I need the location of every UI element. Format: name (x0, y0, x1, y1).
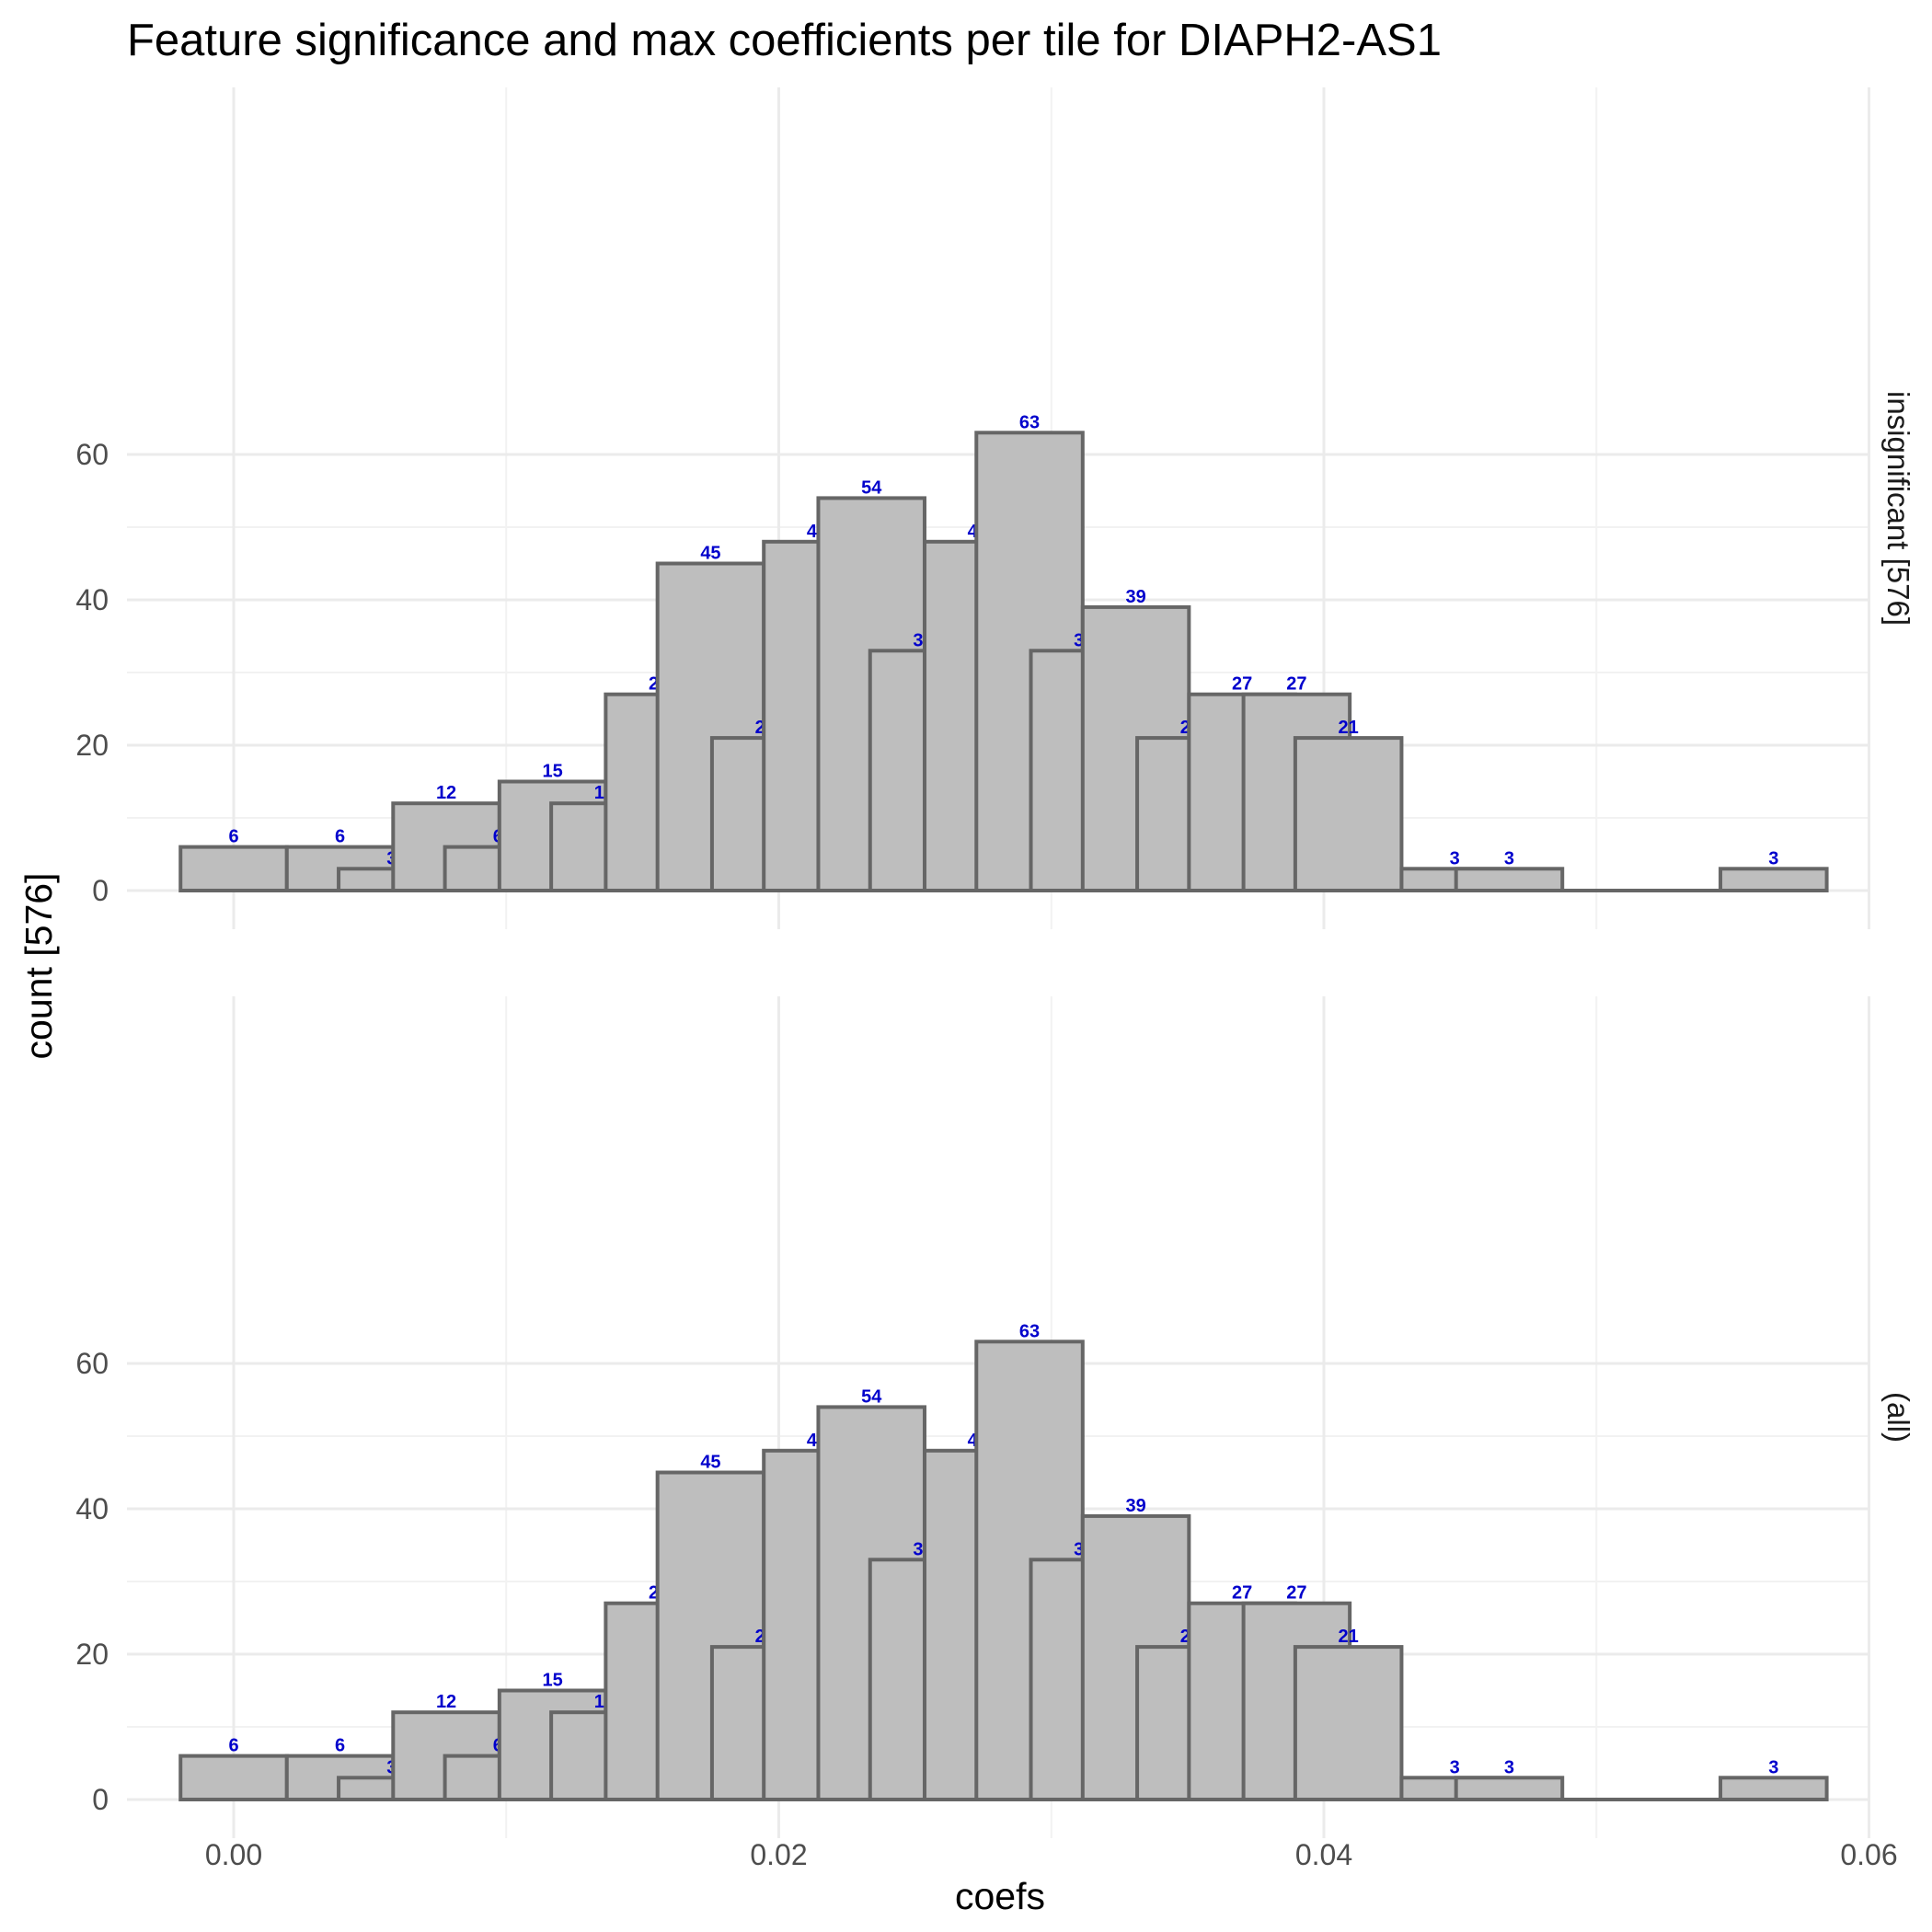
facet-strip-label: insignificant [576] (1881, 391, 1915, 626)
histogram-bar (178, 845, 289, 892)
bar-value-label: 21 (1339, 718, 1359, 738)
bar-value-label: 12 (436, 783, 456, 803)
bar-value-label: 15 (542, 762, 562, 782)
histogram-bar (1293, 736, 1404, 892)
bar-value-label: 45 (700, 544, 720, 564)
y-tick-label: 40 (75, 1492, 109, 1525)
x-axis: 0.00 0.02 0.04 0.06 (205, 1838, 1898, 1871)
bar-value-label: 39 (1125, 1496, 1145, 1516)
y-tick-label: 60 (75, 438, 109, 471)
bar-value-label: 27 (1286, 674, 1306, 695)
bar-value-label: 3 (1504, 1757, 1514, 1777)
bar-value-label: 3 (1450, 1757, 1460, 1777)
bar-value-label: 21 (1339, 1627, 1359, 1647)
histogram-bar (1454, 1776, 1565, 1802)
bar-value-label: 15 (542, 1671, 562, 1691)
bar-value-label: 3 (1768, 1757, 1778, 1777)
y-tick-label: 20 (75, 729, 109, 762)
histogram-bar (178, 1754, 289, 1801)
chart-title: Feature significance and max coefficient… (127, 16, 1442, 65)
facet-panels: 0204060663126151227452148543348633339212… (75, 87, 1915, 1838)
x-tick-label: 0.04 (1295, 1838, 1352, 1871)
bar-value-label: 3 (1450, 848, 1460, 868)
histogram-bar (1719, 1776, 1829, 1802)
bar-value-label: 54 (861, 1386, 882, 1407)
x-tick-label: 0.02 (750, 1838, 807, 1871)
y-tick-label: 40 (75, 583, 109, 616)
x-tick-label: 0.06 (1840, 1838, 1897, 1871)
bar-value-label: 6 (228, 1736, 238, 1756)
facet-panel: 0204060663126151227452148543348633339212… (75, 996, 1915, 1838)
histogram-bar (1719, 867, 1829, 892)
y-tick-label: 20 (75, 1638, 109, 1671)
histogram-bar (1293, 1645, 1404, 1801)
bar-value-label: 45 (700, 1453, 720, 1473)
bar-value-label: 27 (1232, 674, 1252, 695)
y-tick-label: 60 (75, 1347, 109, 1380)
bar-value-label: 12 (436, 1692, 456, 1712)
x-axis-title: coefs (955, 1875, 1045, 1917)
facet-panel: 0204060663126151227452148543348633339212… (75, 87, 1915, 929)
bar-value-label: 63 (1019, 412, 1040, 432)
bar-value-label: 6 (335, 1736, 345, 1756)
bar-value-label: 6 (228, 827, 238, 847)
x-tick-label: 0.00 (205, 1838, 262, 1871)
y-tick-label: 0 (92, 1783, 109, 1816)
bar-value-label: 6 (335, 827, 345, 847)
y-axis-title: count [576] (17, 873, 60, 1060)
bar-value-label: 27 (1286, 1583, 1306, 1604)
bar-value-label: 39 (1125, 587, 1145, 607)
y-tick-label: 0 (92, 874, 109, 907)
bar-value-label: 27 (1232, 1583, 1252, 1604)
bar-value-label: 54 (861, 477, 882, 498)
facet-strip-label: (all) (1881, 1392, 1915, 1443)
histogram-bar (1454, 867, 1565, 892)
bar-value-label: 3 (1768, 848, 1778, 868)
bar-value-label: 63 (1019, 1321, 1040, 1341)
bar-value-label: 3 (1504, 848, 1514, 868)
